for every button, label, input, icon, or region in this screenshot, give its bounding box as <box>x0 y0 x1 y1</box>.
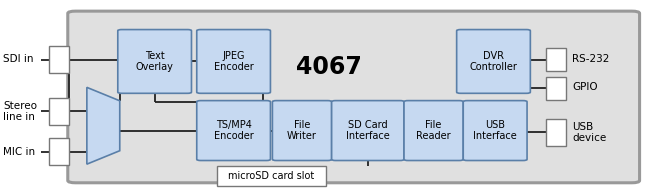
Text: Stereo
line in: Stereo line in <box>3 101 38 122</box>
Text: JPEG
Encoder: JPEG Encoder <box>214 51 253 72</box>
FancyBboxPatch shape <box>404 101 463 161</box>
Text: MIC in: MIC in <box>3 147 36 157</box>
Text: File
Writer: File Writer <box>287 120 317 141</box>
Text: DVR
Controller: DVR Controller <box>470 51 517 72</box>
Text: SD Card
Interface: SD Card Interface <box>346 120 390 141</box>
FancyBboxPatch shape <box>546 77 566 100</box>
FancyBboxPatch shape <box>197 30 270 93</box>
Text: SDI in: SDI in <box>3 54 34 64</box>
Text: TS/MP4
Encoder: TS/MP4 Encoder <box>214 120 253 141</box>
FancyBboxPatch shape <box>49 138 69 165</box>
FancyBboxPatch shape <box>49 46 69 73</box>
FancyBboxPatch shape <box>463 101 527 161</box>
FancyBboxPatch shape <box>217 166 326 186</box>
Text: GPIO: GPIO <box>572 82 598 92</box>
Text: File
Reader: File Reader <box>417 120 451 141</box>
Text: Text
Overlay: Text Overlay <box>136 51 174 72</box>
FancyBboxPatch shape <box>197 101 270 161</box>
FancyBboxPatch shape <box>546 48 566 71</box>
Text: USB
Interface: USB Interface <box>473 120 517 141</box>
Text: 4067: 4067 <box>296 55 362 79</box>
Text: RS-232: RS-232 <box>572 54 610 64</box>
Text: USB
device: USB device <box>572 122 607 143</box>
Text: microSD card slot: microSD card slot <box>228 171 315 181</box>
FancyBboxPatch shape <box>332 101 404 161</box>
FancyBboxPatch shape <box>118 30 191 93</box>
FancyBboxPatch shape <box>272 101 332 161</box>
FancyBboxPatch shape <box>49 98 69 125</box>
FancyBboxPatch shape <box>546 119 566 146</box>
FancyBboxPatch shape <box>457 30 530 93</box>
FancyBboxPatch shape <box>68 11 640 183</box>
Polygon shape <box>87 87 120 164</box>
